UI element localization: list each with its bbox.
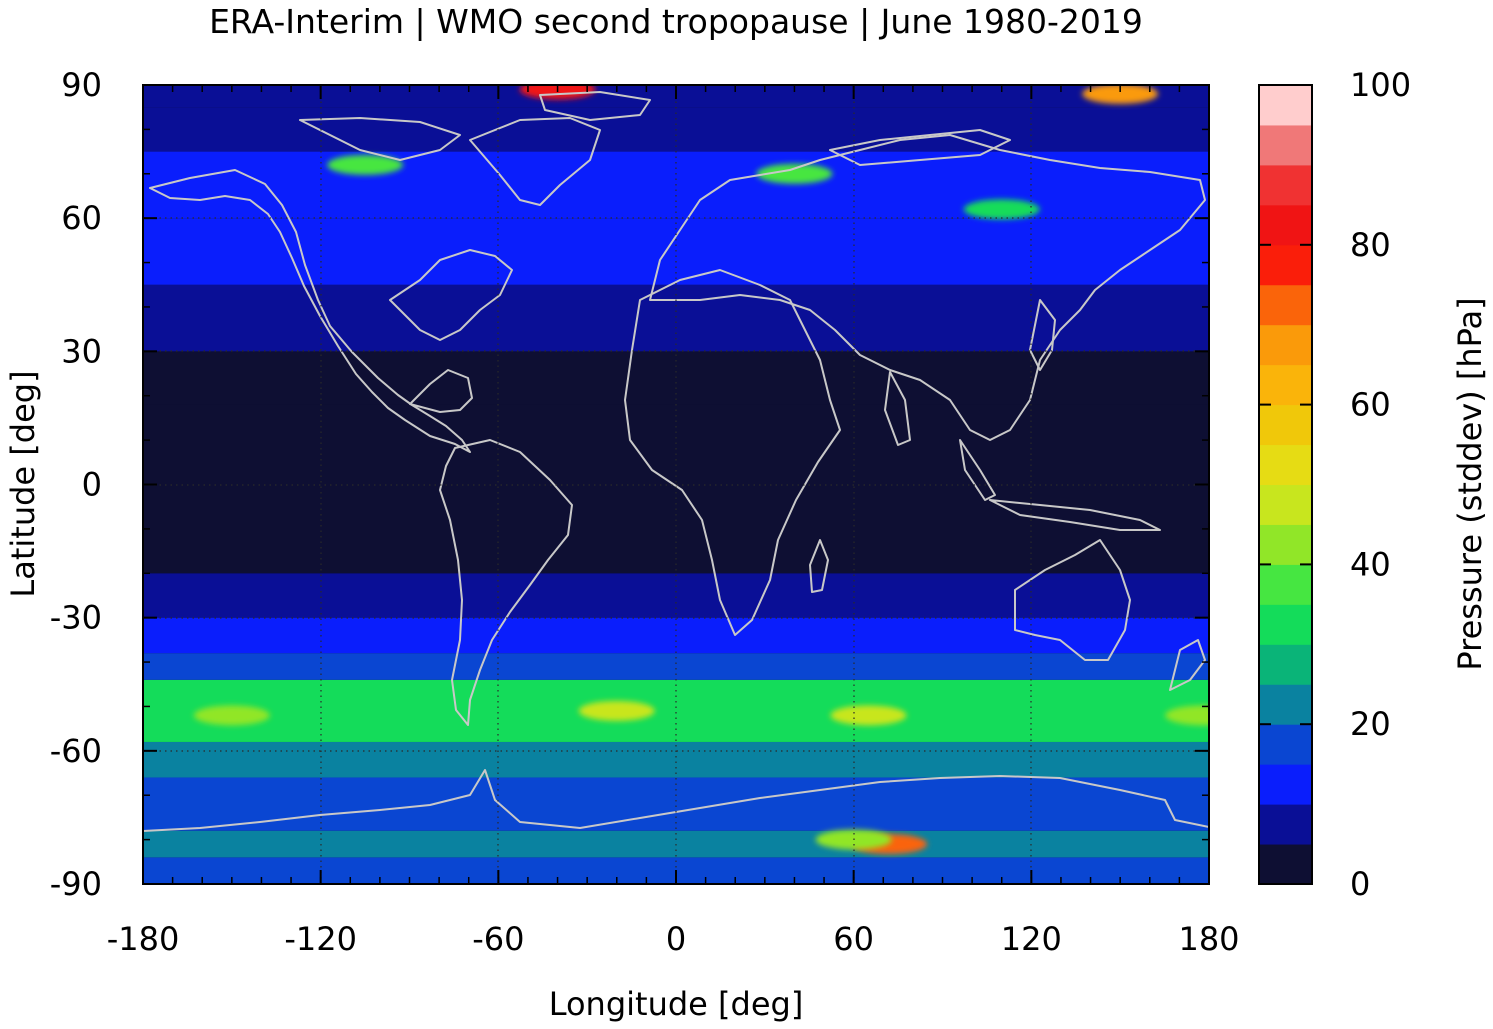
- x-axis-label: Longitude [deg]: [549, 985, 804, 1023]
- colorbar-segment: [1259, 124, 1312, 166]
- y-tick-label: -90: [50, 865, 102, 903]
- colorbar-segment: [1259, 85, 1312, 126]
- colorbar-tick-label: 80: [1350, 226, 1391, 264]
- colorbar-segment: [1259, 484, 1312, 525]
- colorbar-segment: [1259, 524, 1312, 565]
- colorbar-frame: [1258, 84, 1313, 885]
- colorbar-segment: [1259, 404, 1312, 446]
- x-tick-label: 60: [833, 920, 874, 958]
- field-feature: [1082, 85, 1159, 104]
- colorbar-segment: [1259, 244, 1312, 286]
- colorbar-segment: [1259, 564, 1312, 605]
- field-feature: [1165, 705, 1209, 726]
- y-tick-label: 30: [61, 332, 102, 370]
- x-tick-label: 120: [1001, 920, 1062, 958]
- colorbar-segment: [1259, 364, 1312, 406]
- colorbar-segment: [1259, 284, 1312, 326]
- colorbar-tick-label: 20: [1350, 705, 1391, 743]
- field-feature: [327, 154, 404, 175]
- y-tick-label: 90: [61, 66, 102, 104]
- field-features: [193, 85, 1209, 855]
- y-tick-label: 0: [82, 466, 102, 504]
- colorbar-segment: [1259, 684, 1312, 725]
- colorbar-label: Pressure (stddev) [hPa]: [1451, 297, 1489, 670]
- colorbar-segment: [1259, 164, 1312, 206]
- plot-area: [143, 85, 1209, 884]
- colorbar-segment: [1259, 764, 1312, 805]
- colorbar-segment: [1259, 204, 1312, 246]
- x-tick-label: 0: [666, 920, 686, 958]
- field-feature: [830, 705, 907, 726]
- colorbar-ticks: 0 20 40 60 80 100: [1259, 66, 1411, 903]
- colorbar-tick-label: 100: [1350, 66, 1411, 104]
- chart-title: ERA-Interim | WMO second tropopause | Ju…: [209, 2, 1143, 41]
- x-tick-label: 180: [1178, 920, 1239, 958]
- y-axis-ticks: 90 60 30 0 -30 -60 -90: [50, 66, 1209, 903]
- x-tick-label: -60: [472, 920, 524, 958]
- x-axis-ticks: -180 -120 -60 0 60 120 180: [107, 85, 1240, 958]
- colorbar: [1259, 85, 1312, 885]
- field-feature: [519, 85, 596, 100]
- colorbar-segment: [1259, 804, 1312, 845]
- latitude-band: [143, 573, 1209, 618]
- latitude-band: [143, 777, 1209, 831]
- y-tick-label: -30: [50, 599, 102, 637]
- field-feature: [756, 163, 833, 184]
- y-tick-label: 60: [61, 199, 102, 237]
- colorbar-segment: [1259, 444, 1312, 485]
- y-tick-label: -60: [50, 732, 102, 770]
- field-feature: [193, 705, 270, 726]
- colorbar-segment: [1259, 724, 1312, 765]
- colorbar-segment: [1259, 844, 1312, 885]
- field-feature: [578, 700, 655, 721]
- colorbar-segment: [1259, 604, 1312, 645]
- colorbar-segment: [1259, 644, 1312, 685]
- colorbar-tick-label: 0: [1350, 865, 1370, 903]
- x-tick-label: -180: [107, 920, 180, 958]
- colorbar-segment: [1259, 324, 1312, 366]
- latitude-band: [143, 741, 1209, 778]
- x-tick-label: -120: [284, 920, 357, 958]
- field-feature: [963, 199, 1040, 220]
- coastlines: [143, 91, 1209, 832]
- y-axis-label: Latitude [deg]: [4, 370, 42, 597]
- latitude-band: [143, 679, 1209, 742]
- colorbar-tick-label: 40: [1350, 545, 1391, 583]
- colorbar-tick-label: 60: [1350, 386, 1391, 424]
- grid-lines: [143, 85, 1209, 884]
